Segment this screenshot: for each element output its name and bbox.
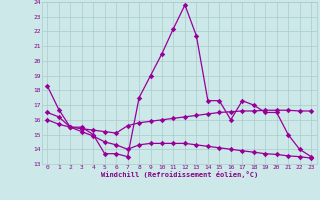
X-axis label: Windchill (Refroidissement éolien,°C): Windchill (Refroidissement éolien,°C): [100, 171, 258, 178]
